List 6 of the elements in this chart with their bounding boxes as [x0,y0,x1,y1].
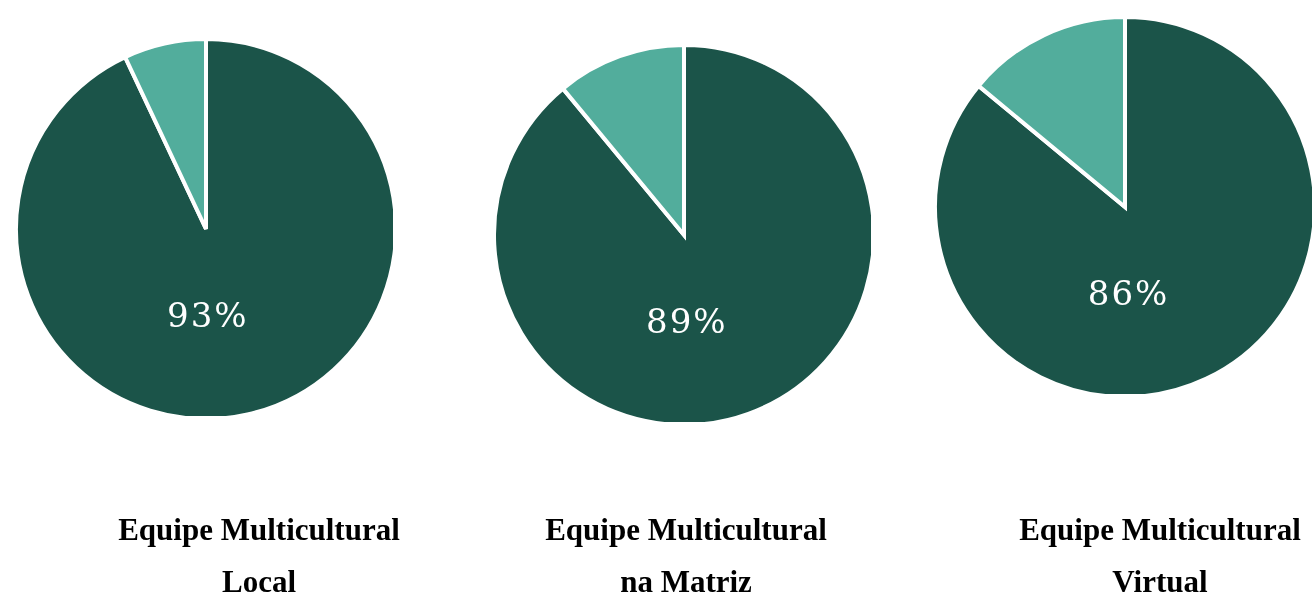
data-label: 93% [167,294,249,335]
data-label: 89% [646,300,728,341]
text: Equipe Multicultural Virtual [1018,511,1302,596]
text: Equipe Multicultural na Matriz [544,511,828,596]
text: Equipe Multicultural Local [117,511,401,596]
data-label: 86% [1087,272,1170,313]
